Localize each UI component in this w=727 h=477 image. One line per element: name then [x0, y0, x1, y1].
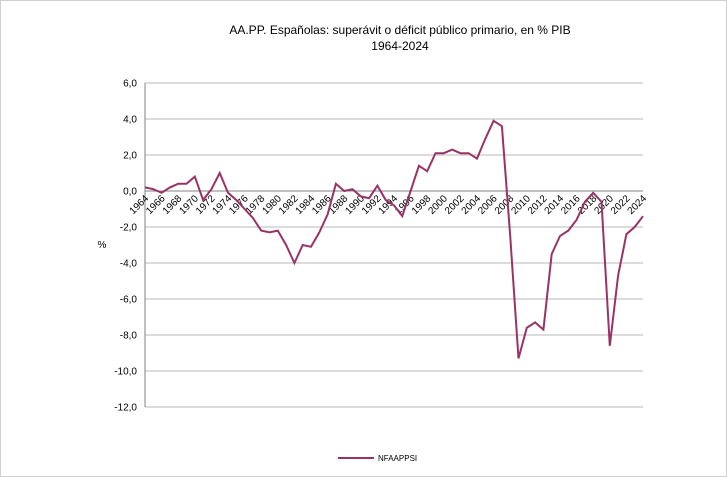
y-tick-label: -10,0 — [114, 367, 137, 378]
y-tick-label: -4,0 — [120, 259, 138, 270]
data-line — [144, 119, 644, 359]
y-tick-label: -2,0 — [120, 223, 138, 234]
chart-subtitle: 1964-2024 — [371, 39, 429, 53]
y-tick-label: 4,0 — [123, 115, 137, 126]
chart-title: AA.PP. Españolas: superávit o déficit pú… — [229, 23, 570, 37]
y-tick-label: -6,0 — [120, 295, 138, 306]
y-tick-label: 6,0 — [123, 79, 137, 90]
y-tick-label: 0,0 — [123, 187, 137, 198]
y-tick-label: -12,0 — [114, 403, 137, 414]
y-tick-label: 2,0 — [123, 151, 137, 162]
y-tick-label: -8,0 — [120, 331, 138, 342]
legend-label: NFAAPPSI — [378, 454, 417, 463]
y-axis-label: % — [98, 240, 107, 251]
